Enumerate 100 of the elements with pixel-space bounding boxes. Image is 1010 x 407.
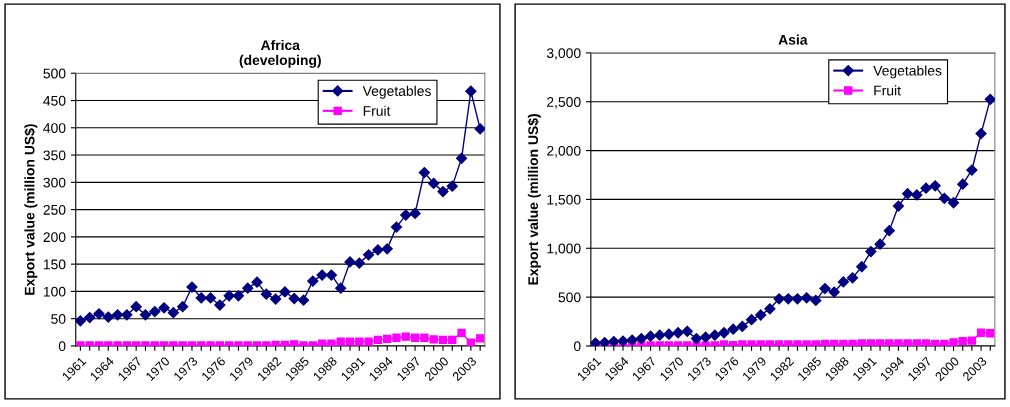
- point: [920, 182, 932, 194]
- point: [223, 290, 235, 302]
- point: [474, 123, 485, 135]
- point: [885, 339, 894, 346]
- point: [830, 339, 839, 346]
- legend-label: Vegetables: [362, 85, 431, 99]
- point: [644, 330, 657, 342]
- y-axis-title: Export value (million US$): [527, 114, 541, 285]
- point: [755, 309, 767, 321]
- y-tick-label: 250: [43, 204, 66, 215]
- y-tick-label: 450: [43, 95, 66, 106]
- point: [307, 275, 319, 287]
- point: [857, 339, 866, 346]
- point: [466, 338, 476, 346]
- point: [947, 197, 960, 209]
- point: [316, 269, 328, 281]
- point: [355, 337, 364, 346]
- point: [102, 311, 114, 323]
- point: [590, 337, 602, 346]
- point: [846, 272, 859, 284]
- point: [420, 333, 429, 342]
- y-tick-label: 200: [43, 232, 66, 243]
- point: [681, 325, 693, 337]
- point: [875, 339, 885, 346]
- point: [390, 221, 403, 233]
- point: [364, 337, 373, 346]
- point: [773, 293, 785, 305]
- y-tick-label: 0: [573, 341, 581, 352]
- point: [782, 293, 794, 305]
- point: [130, 301, 142, 313]
- point: [260, 288, 272, 300]
- point: [429, 335, 438, 344]
- point: [967, 336, 977, 345]
- point: [819, 283, 831, 295]
- point: [929, 180, 941, 192]
- point: [912, 339, 921, 346]
- y-tick-label: 1,500: [547, 194, 581, 207]
- point: [75, 315, 87, 327]
- point: [383, 334, 392, 344]
- point: [438, 335, 448, 345]
- point: [279, 286, 291, 298]
- point: [940, 339, 949, 346]
- point: [975, 127, 987, 140]
- point: [626, 334, 638, 346]
- point: [335, 282, 347, 294]
- point: [745, 314, 758, 326]
- chart-title: Africa (developing): [239, 39, 321, 68]
- point: [700, 331, 712, 343]
- point: [353, 257, 365, 269]
- point: [446, 180, 458, 192]
- y-tick-label: 1,000: [547, 243, 581, 256]
- y-tick-label: 400: [43, 123, 66, 133]
- point: [167, 307, 179, 319]
- point: [874, 238, 886, 250]
- point: [957, 178, 969, 190]
- point: [727, 323, 739, 335]
- point: [718, 327, 730, 339]
- y-tick-label: 100: [43, 286, 66, 297]
- y-tick-label: 300: [43, 177, 66, 188]
- point: [894, 339, 903, 346]
- point: [764, 303, 776, 315]
- y-tick-label: 50: [51, 314, 66, 324]
- point: [599, 336, 611, 346]
- point: [911, 189, 923, 201]
- point: [327, 339, 336, 346]
- point: [336, 337, 345, 346]
- legend-label: Fruit: [874, 85, 901, 96]
- point: [938, 192, 950, 204]
- point: [121, 309, 133, 321]
- point: [848, 339, 857, 346]
- point: [475, 334, 485, 343]
- point: [410, 333, 420, 342]
- point: [297, 294, 310, 306]
- point: [345, 337, 355, 346]
- point: [195, 292, 207, 304]
- point: [709, 329, 721, 341]
- point: [986, 329, 995, 338]
- point: [149, 305, 161, 318]
- point: [325, 269, 338, 281]
- point: [448, 335, 457, 345]
- point: [455, 152, 468, 164]
- y-tick-label: 500: [558, 292, 581, 303]
- point: [401, 332, 410, 341]
- point: [810, 294, 822, 307]
- point: [883, 225, 895, 237]
- point: [865, 245, 877, 258]
- y-tick-label: 2,500: [547, 97, 581, 109]
- point: [736, 320, 748, 333]
- point: [242, 282, 254, 294]
- point: [608, 335, 620, 346]
- point: [966, 164, 978, 176]
- y-tick-label: 2,000: [547, 145, 581, 158]
- point: [409, 207, 421, 220]
- point: [232, 290, 245, 302]
- point: [820, 339, 830, 346]
- point: [902, 188, 914, 200]
- point: [465, 85, 477, 97]
- point: [856, 261, 868, 273]
- point: [362, 249, 375, 261]
- point: [635, 333, 647, 345]
